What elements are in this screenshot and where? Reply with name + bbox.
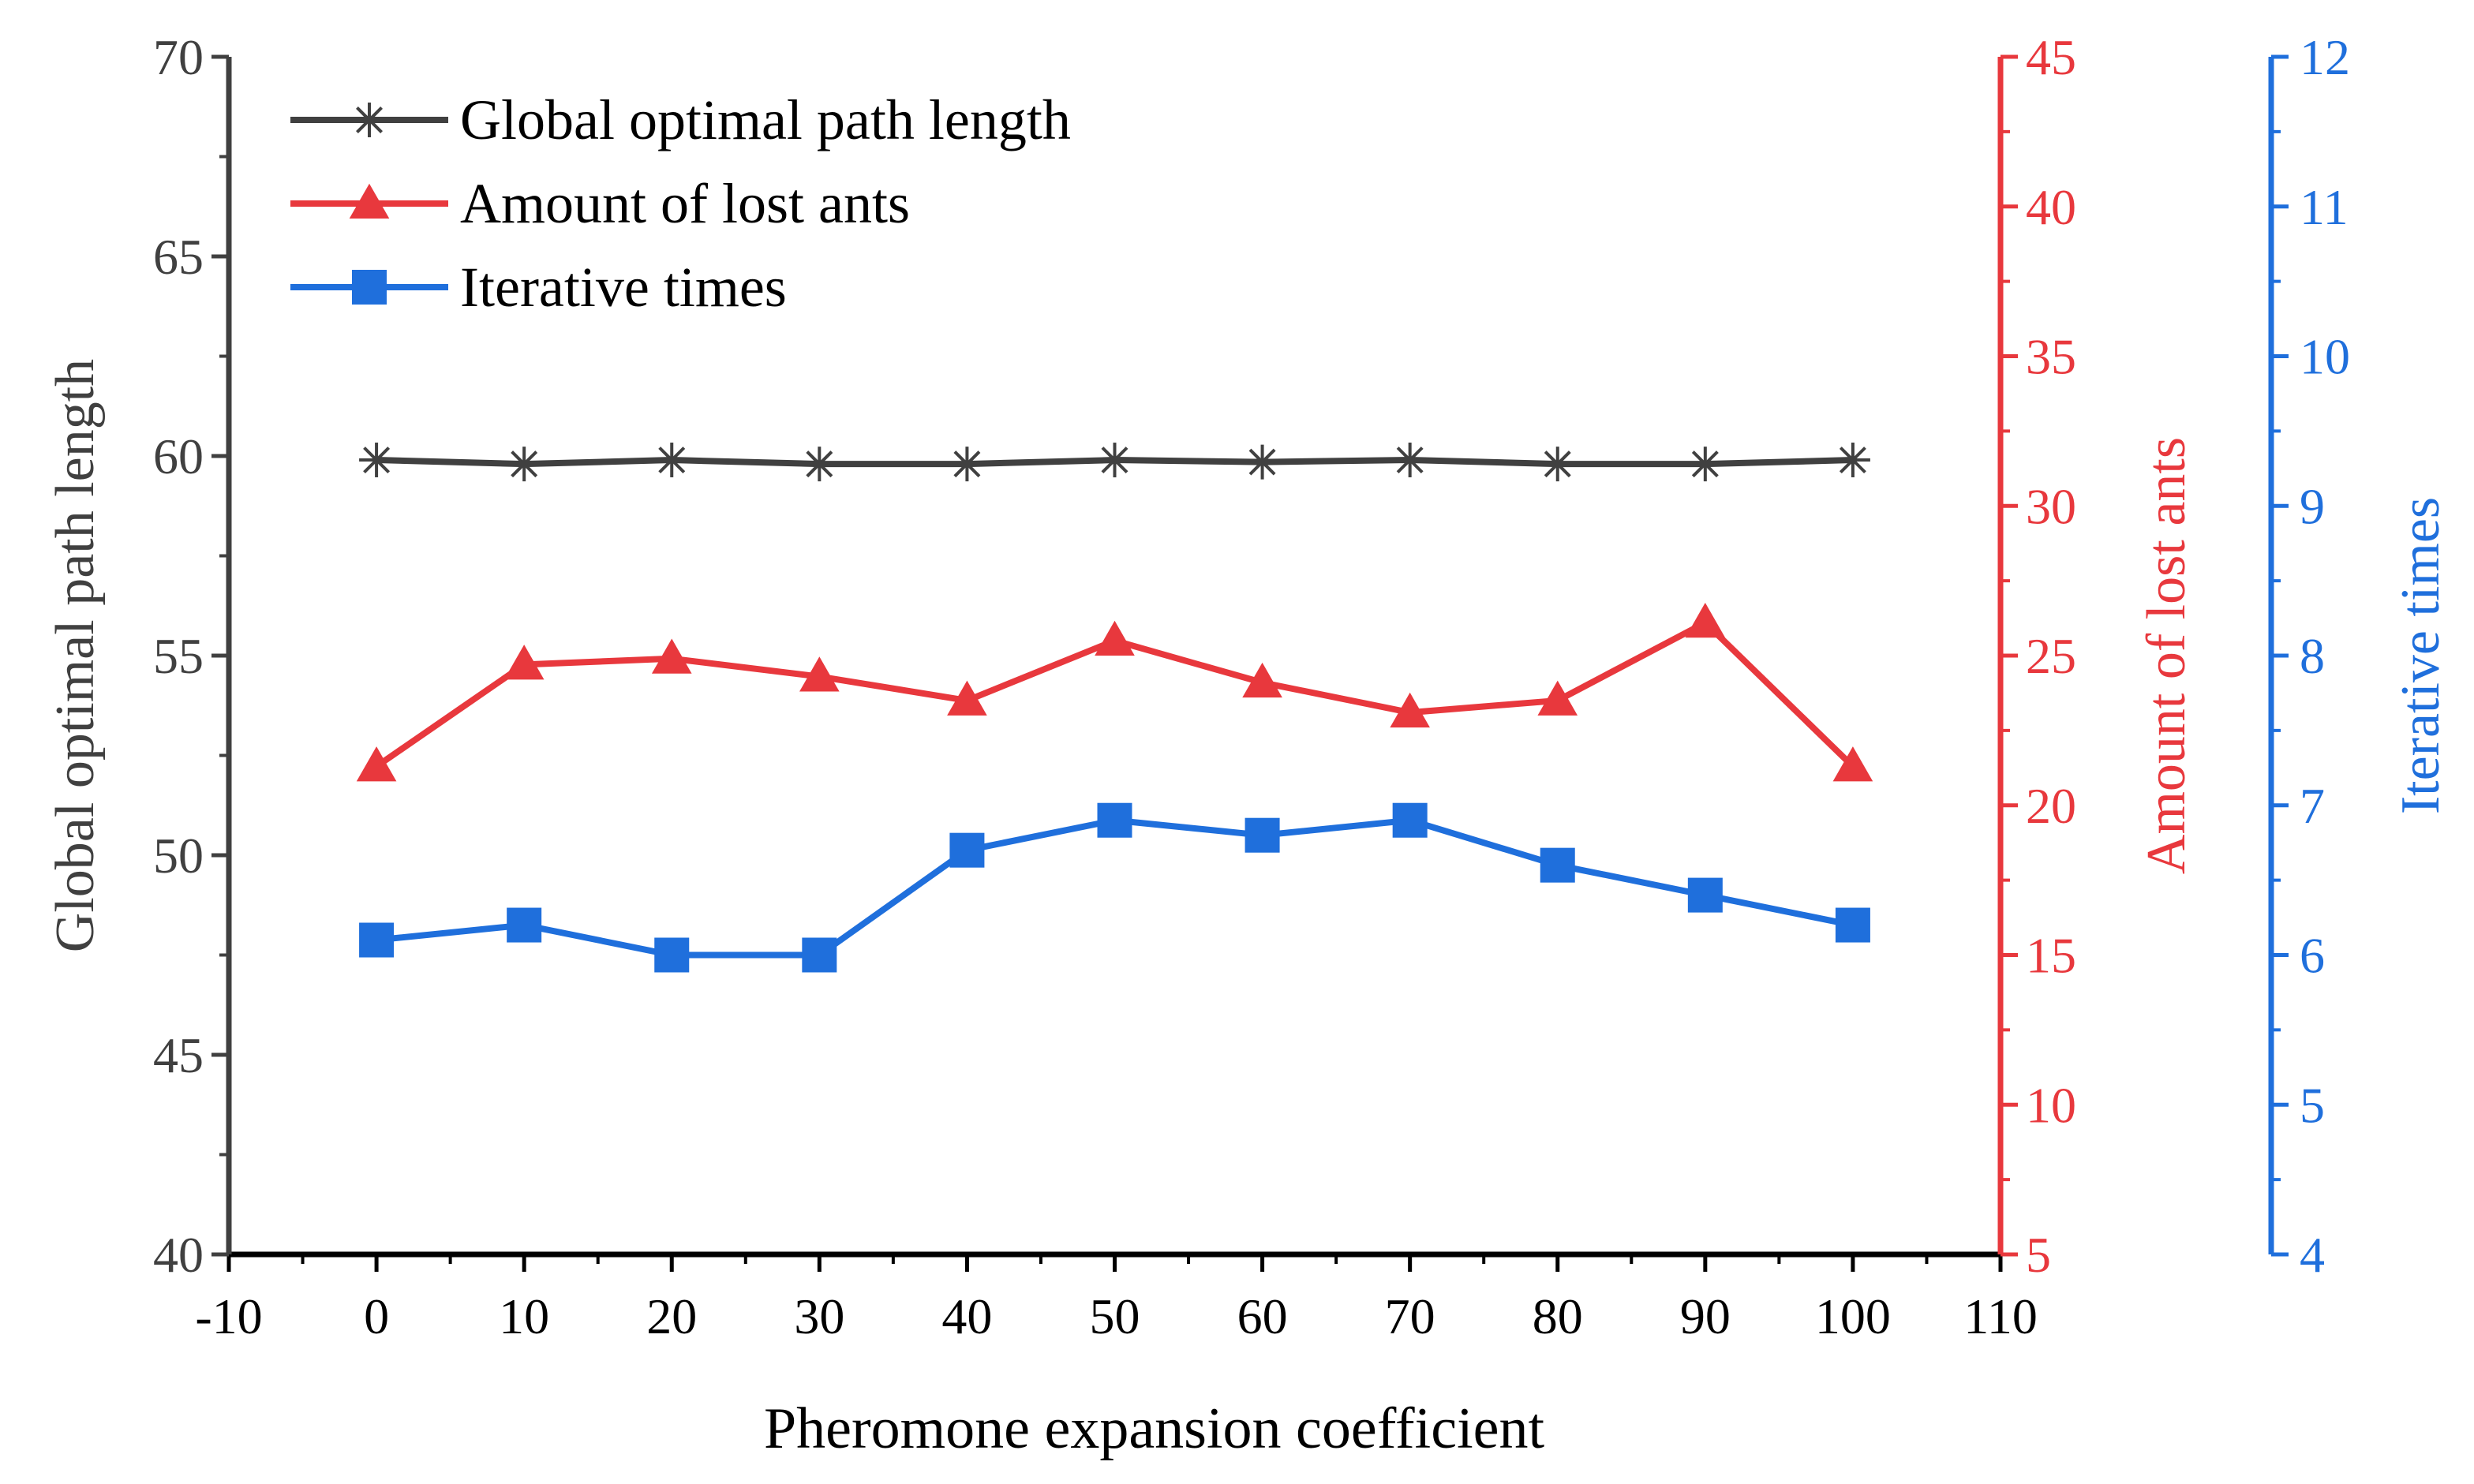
data-point-series-3 <box>1244 817 1280 853</box>
left-y-tick-label: 50 <box>153 828 204 884</box>
data-point-series-2 <box>1832 746 1873 782</box>
right2-y-tick-label: 5 <box>2300 1077 2325 1133</box>
left-y-tick-label: 60 <box>153 428 204 484</box>
legend-label-2: Amount of lost ants <box>460 172 910 235</box>
x-tick-label: 0 <box>364 1288 389 1344</box>
right2-y-tick-label: 9 <box>2300 478 2325 534</box>
x-tick-label: 10 <box>499 1288 549 1344</box>
data-point-series-2 <box>1537 680 1578 716</box>
right-y-tick-label: 10 <box>2026 1077 2076 1133</box>
legend-label-3: Iterative times <box>460 256 787 319</box>
right-y-tick-label: 25 <box>2026 628 2076 684</box>
right2-y-axis-title: Iterative times <box>2390 497 2451 814</box>
left-y-tick-label: 70 <box>153 29 204 85</box>
asterisk-stroke <box>356 107 383 133</box>
data-point-series-3 <box>1392 802 1428 838</box>
data-point-series-1 <box>802 447 837 482</box>
x-tick-label: 20 <box>646 1288 697 1344</box>
right-y-axis-title: Amount of lost ants <box>2136 437 2197 874</box>
right2-y-tick-label: 11 <box>2300 179 2349 235</box>
data-point-series-3 <box>949 832 985 868</box>
right-y-tick-label: 30 <box>2026 478 2076 534</box>
right-y-tick-label: 40 <box>2026 179 2076 235</box>
x-axis-title: Pheromone expansion coefficient <box>764 1396 1545 1461</box>
asterisk-stroke <box>1248 448 1276 476</box>
left-y-axis-title: Global optimal path length <box>45 359 106 952</box>
right2-y-tick-label: 4 <box>2300 1227 2325 1283</box>
left-y-tick-label: 55 <box>153 628 204 684</box>
right-y-tick-label: 5 <box>2026 1227 2051 1283</box>
legend-marker-2 <box>349 183 390 219</box>
data-point-series-1 <box>359 443 395 478</box>
right-y-tick-label: 15 <box>2026 928 2076 984</box>
data-point-series-2 <box>947 680 987 716</box>
asterisk-stroke <box>363 447 391 474</box>
x-tick-label: 60 <box>1237 1288 1288 1344</box>
asterisk-stroke <box>1396 447 1424 474</box>
x-tick-label: 70 <box>1385 1288 1435 1344</box>
data-point-series-3 <box>1097 802 1132 838</box>
data-point-series-1 <box>507 447 542 482</box>
x-tick-label: 50 <box>1090 1288 1140 1344</box>
legend-marker-1 <box>352 103 387 137</box>
data-point-series-3 <box>1687 877 1723 913</box>
data-point-series-1 <box>1392 443 1428 478</box>
x-tick-label: 80 <box>1533 1288 1583 1344</box>
left-y-tick-label: 65 <box>153 229 204 285</box>
data-point-series-3 <box>802 937 837 973</box>
data-point-series-3 <box>507 907 542 943</box>
right-y-tick-label: 35 <box>2026 329 2076 385</box>
asterisk-stroke <box>1839 447 1866 474</box>
x-tick-label: 90 <box>1680 1288 1731 1344</box>
right2-y-tick-label: 7 <box>2300 778 2325 834</box>
asterisk-stroke <box>806 450 833 478</box>
data-point-series-1 <box>1097 443 1132 478</box>
asterisk-stroke <box>1101 447 1128 474</box>
data-point-series-1 <box>1835 443 1870 478</box>
data-point-series-1 <box>1687 447 1723 482</box>
data-point-series-3 <box>1540 847 1575 883</box>
asterisk-stroke <box>1691 450 1719 478</box>
x-tick-label: 100 <box>1815 1288 1891 1344</box>
legend-label-1: Global optimal path length <box>460 88 1071 151</box>
right2-y-tick-label: 12 <box>2300 29 2350 85</box>
x-tick-label: 110 <box>1963 1288 2038 1344</box>
data-point-series-2 <box>503 645 545 680</box>
data-point-series-2 <box>1095 620 1135 656</box>
x-tick-label: 40 <box>941 1288 992 1344</box>
data-point-series-2 <box>356 746 397 782</box>
series-line-3 <box>376 817 1854 959</box>
data-point-series-1 <box>1244 444 1280 480</box>
asterisk-stroke <box>1544 450 1571 478</box>
data-point-series-2 <box>651 638 692 674</box>
data-point-series-1 <box>654 443 690 478</box>
x-tick-label: 30 <box>794 1288 844 1344</box>
right-y-tick-label: 20 <box>2026 778 2076 834</box>
data-point-series-2 <box>1685 602 1726 638</box>
right2-y-tick-label: 10 <box>2300 329 2350 385</box>
left-y-tick-label: 40 <box>153 1227 204 1283</box>
data-point-series-3 <box>654 937 690 973</box>
data-point-series-3 <box>1835 907 1870 943</box>
data-point-series-2 <box>1242 662 1282 698</box>
right-y-tick-label: 45 <box>2026 29 2076 85</box>
asterisk-stroke <box>953 450 981 478</box>
left-y-tick-label: 45 <box>153 1027 204 1083</box>
right2-y-tick-label: 6 <box>2300 928 2325 984</box>
data-point-series-2 <box>1390 692 1430 728</box>
legend-marker-3 <box>352 270 387 305</box>
x-tick-label: -10 <box>195 1288 262 1344</box>
asterisk-stroke <box>658 447 686 474</box>
data-point-series-2 <box>799 656 840 692</box>
data-point-series-3 <box>359 922 395 958</box>
right2-y-tick-label: 8 <box>2300 628 2325 684</box>
data-point-series-1 <box>1540 447 1575 482</box>
data-point-series-1 <box>949 447 985 482</box>
asterisk-stroke <box>511 450 538 478</box>
